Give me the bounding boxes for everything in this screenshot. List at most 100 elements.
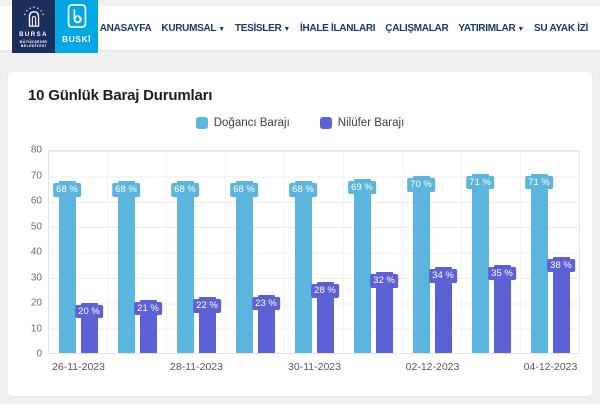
bar-value-label: 68 % [230,183,258,197]
legend-swatch-doganci [195,117,208,129]
x-axis-label [226,361,285,373]
nav-item-su-ayak-izi[interactable]: SU AYAK İZİ [534,23,588,34]
bar-value-label: 23 % [252,296,280,311]
x-axis-row: 26-11-2023 28-11-2023 30-11-2023 02-12-2023… [49,361,580,373]
x-axis-label: 28-11-2023 [170,361,223,373]
nilufer-bar[interactable]: 35 % [488,264,516,353]
chevron-down-icon: ▼ [283,25,291,33]
doganci-bar[interactable]: 68 % [53,181,81,353]
doganci-bar[interactable]: 68 % [289,181,317,353]
nav-item-tesisler[interactable]: TESİSLER ▼ [235,23,290,34]
chevron-down-icon: ▼ [517,25,525,33]
bar-value-label: 70 % [407,178,435,192]
doganci-bar[interactable]: 68 % [171,181,199,353]
x-axis-label [344,361,403,373]
legend-item-doganci[interactable]: Doğancı Barajı [195,117,290,129]
x-axis-label: 26-11-2023 [52,361,105,373]
x-axis-label: 04-12-2023 [523,361,578,373]
y-axis-label: 20 [30,297,42,309]
chevron-down-icon: ▼ [218,25,225,33]
doganci-bar[interactable]: 69 % [348,178,376,353]
nav-label: İHALE İLANLARI [300,22,376,34]
chart-legend: Doğancı Barajı Nilüfer Barajı [8,117,592,129]
bar-group: 70 % 34 % [403,151,462,353]
bar-value-label: 21 % [134,301,162,316]
nilufer-bar[interactable]: 21 % [134,299,162,353]
bar-group: 68 % 21 % [108,151,167,353]
x-axis-label: 02-12-2023 [405,361,460,373]
nav-item-ihale-ilanlari[interactable]: İHALE İLANLARI [300,22,376,34]
bar-value-label: 32 % [370,274,398,288]
bar-value-label: 35 % [488,266,516,281]
bar-group: 68 % 23 % [226,151,285,353]
nilufer-bar[interactable]: 38 % [547,257,575,353]
x-axis-label: 30-11-2023 [288,361,341,373]
bar-groups: 68 % 20 % 68 % 21 % 68 % 22 % 68 % 23 % 68 % 28 %… [49,151,579,353]
bar-group: 68 % 28 % [285,151,344,353]
bar-value-label: 38 % [547,259,575,273]
bursa-logo-line1: BURSA [19,32,48,38]
bar-group: 71 % 38 % [521,151,579,353]
buski-drop-icon [67,4,86,28]
nav-label: YATIRIMLAR [458,22,516,34]
doganci-bar[interactable]: 71 % [466,173,494,353]
y-axis-label: 70 [30,170,42,181]
nav-label: TESİSLER [234,22,282,34]
legend-item-nilufer[interactable]: Nilüfer Barajı [319,117,404,129]
bar-value-label: 28 % [311,284,339,298]
nilufer-bar[interactable]: 32 % [370,272,398,353]
bar-group: 69 % 32 % [344,151,403,353]
main-nav: ANASAYFA KURUMSAL ▼ TESİSLER ▼ İHALE İLA… [100,6,589,50]
doganci-bar[interactable]: 68 % [230,181,258,353]
bar-value-label: 69 % [348,180,376,195]
buski-logo[interactable]: BUSKİ [55,0,98,53]
nav-item-anasayfa[interactable]: ANASAYFA [100,23,152,34]
y-axis-label: 40 [30,246,42,258]
bar-value-label: 68 % [289,183,317,197]
bar-value-label: 71 % [466,175,494,190]
legend-label-doganci: Doğancı Barajı [213,117,290,129]
x-axis-label [462,361,521,373]
bar-value-label: 68 % [53,183,81,197]
bursa-emblem-icon [23,6,44,27]
plot-area: 68 % 20 % 68 % 21 % 68 % 22 % 68 % 23 % 68 % 28 %… [48,150,580,354]
nilufer-bar[interactable]: 34 % [429,267,457,353]
header-logos: BURSA BÜYÜKŞEHİR BELEDİYESİ BUSKİ [12,0,98,53]
bar-value-label: 22 % [193,299,221,313]
nav-item-kurumsal[interactable]: KURUMSAL ▼ [161,23,225,34]
page-title: 10 Günlük Baraj Durumları [28,87,213,104]
bar-value-label: 20 % [75,304,103,318]
y-axis-label: 10 [30,323,42,334]
bar-chart: 80 70 60 50 40 30 20 10 0 68 % 20 % 68 % 21 % 68 % 22… [20,145,580,373]
bar-value-label: 34 % [429,269,457,283]
nilufer-bar[interactable]: 20 % [75,302,103,353]
nav-label: ANASAYFA [99,22,152,34]
nav-item-yatirimlar[interactable]: YATIRIMLAR ▼ [458,23,524,34]
buski-logo-label: BUSKİ [62,34,91,44]
bursa-logo-text: BURSA BÜYÜKŞEHİR BELEDİYESİ [19,32,48,48]
nav-label: SU AYAK İZİ [534,22,588,34]
bar-group: 71 % 35 % [462,151,521,353]
nilufer-bar[interactable]: 23 % [252,294,280,353]
y-axis-label: 0 [36,348,42,360]
bar-value-label: 71 % [525,175,553,190]
y-axis-label: 60 [30,195,42,207]
doganci-bar[interactable]: 70 % [407,176,435,353]
bar-value-label: 68 % [112,183,140,197]
doganci-bar[interactable]: 71 % [525,173,553,353]
doganci-bar[interactable]: 68 % [112,181,140,353]
legend-swatch-nilufer [319,117,332,129]
bar-group: 68 % 22 % [167,151,226,353]
y-axis-label: 80 [30,144,42,156]
bar-value-label: 68 % [171,183,199,197]
y-axis: 80 70 60 50 40 30 20 10 0 [20,145,48,360]
nilufer-bar[interactable]: 28 % [311,282,339,353]
bursa-logo-line3: BELEDİYESİ [20,43,47,48]
bar-group: 68 % 20 % [49,151,108,353]
header: ANASAYFA KURUMSAL ▼ TESİSLER ▼ İHALE İLA… [0,6,600,50]
nav-item-calismalar[interactable]: ÇALIŞMALAR [385,23,448,34]
nilufer-bar[interactable]: 22 % [193,297,221,353]
nav-label: ÇALIŞMALAR [385,22,449,34]
bursa-municipality-logo[interactable]: BURSA BÜYÜKŞEHİR BELEDİYESİ [12,0,55,53]
y-axis-label: 30 [30,272,42,283]
